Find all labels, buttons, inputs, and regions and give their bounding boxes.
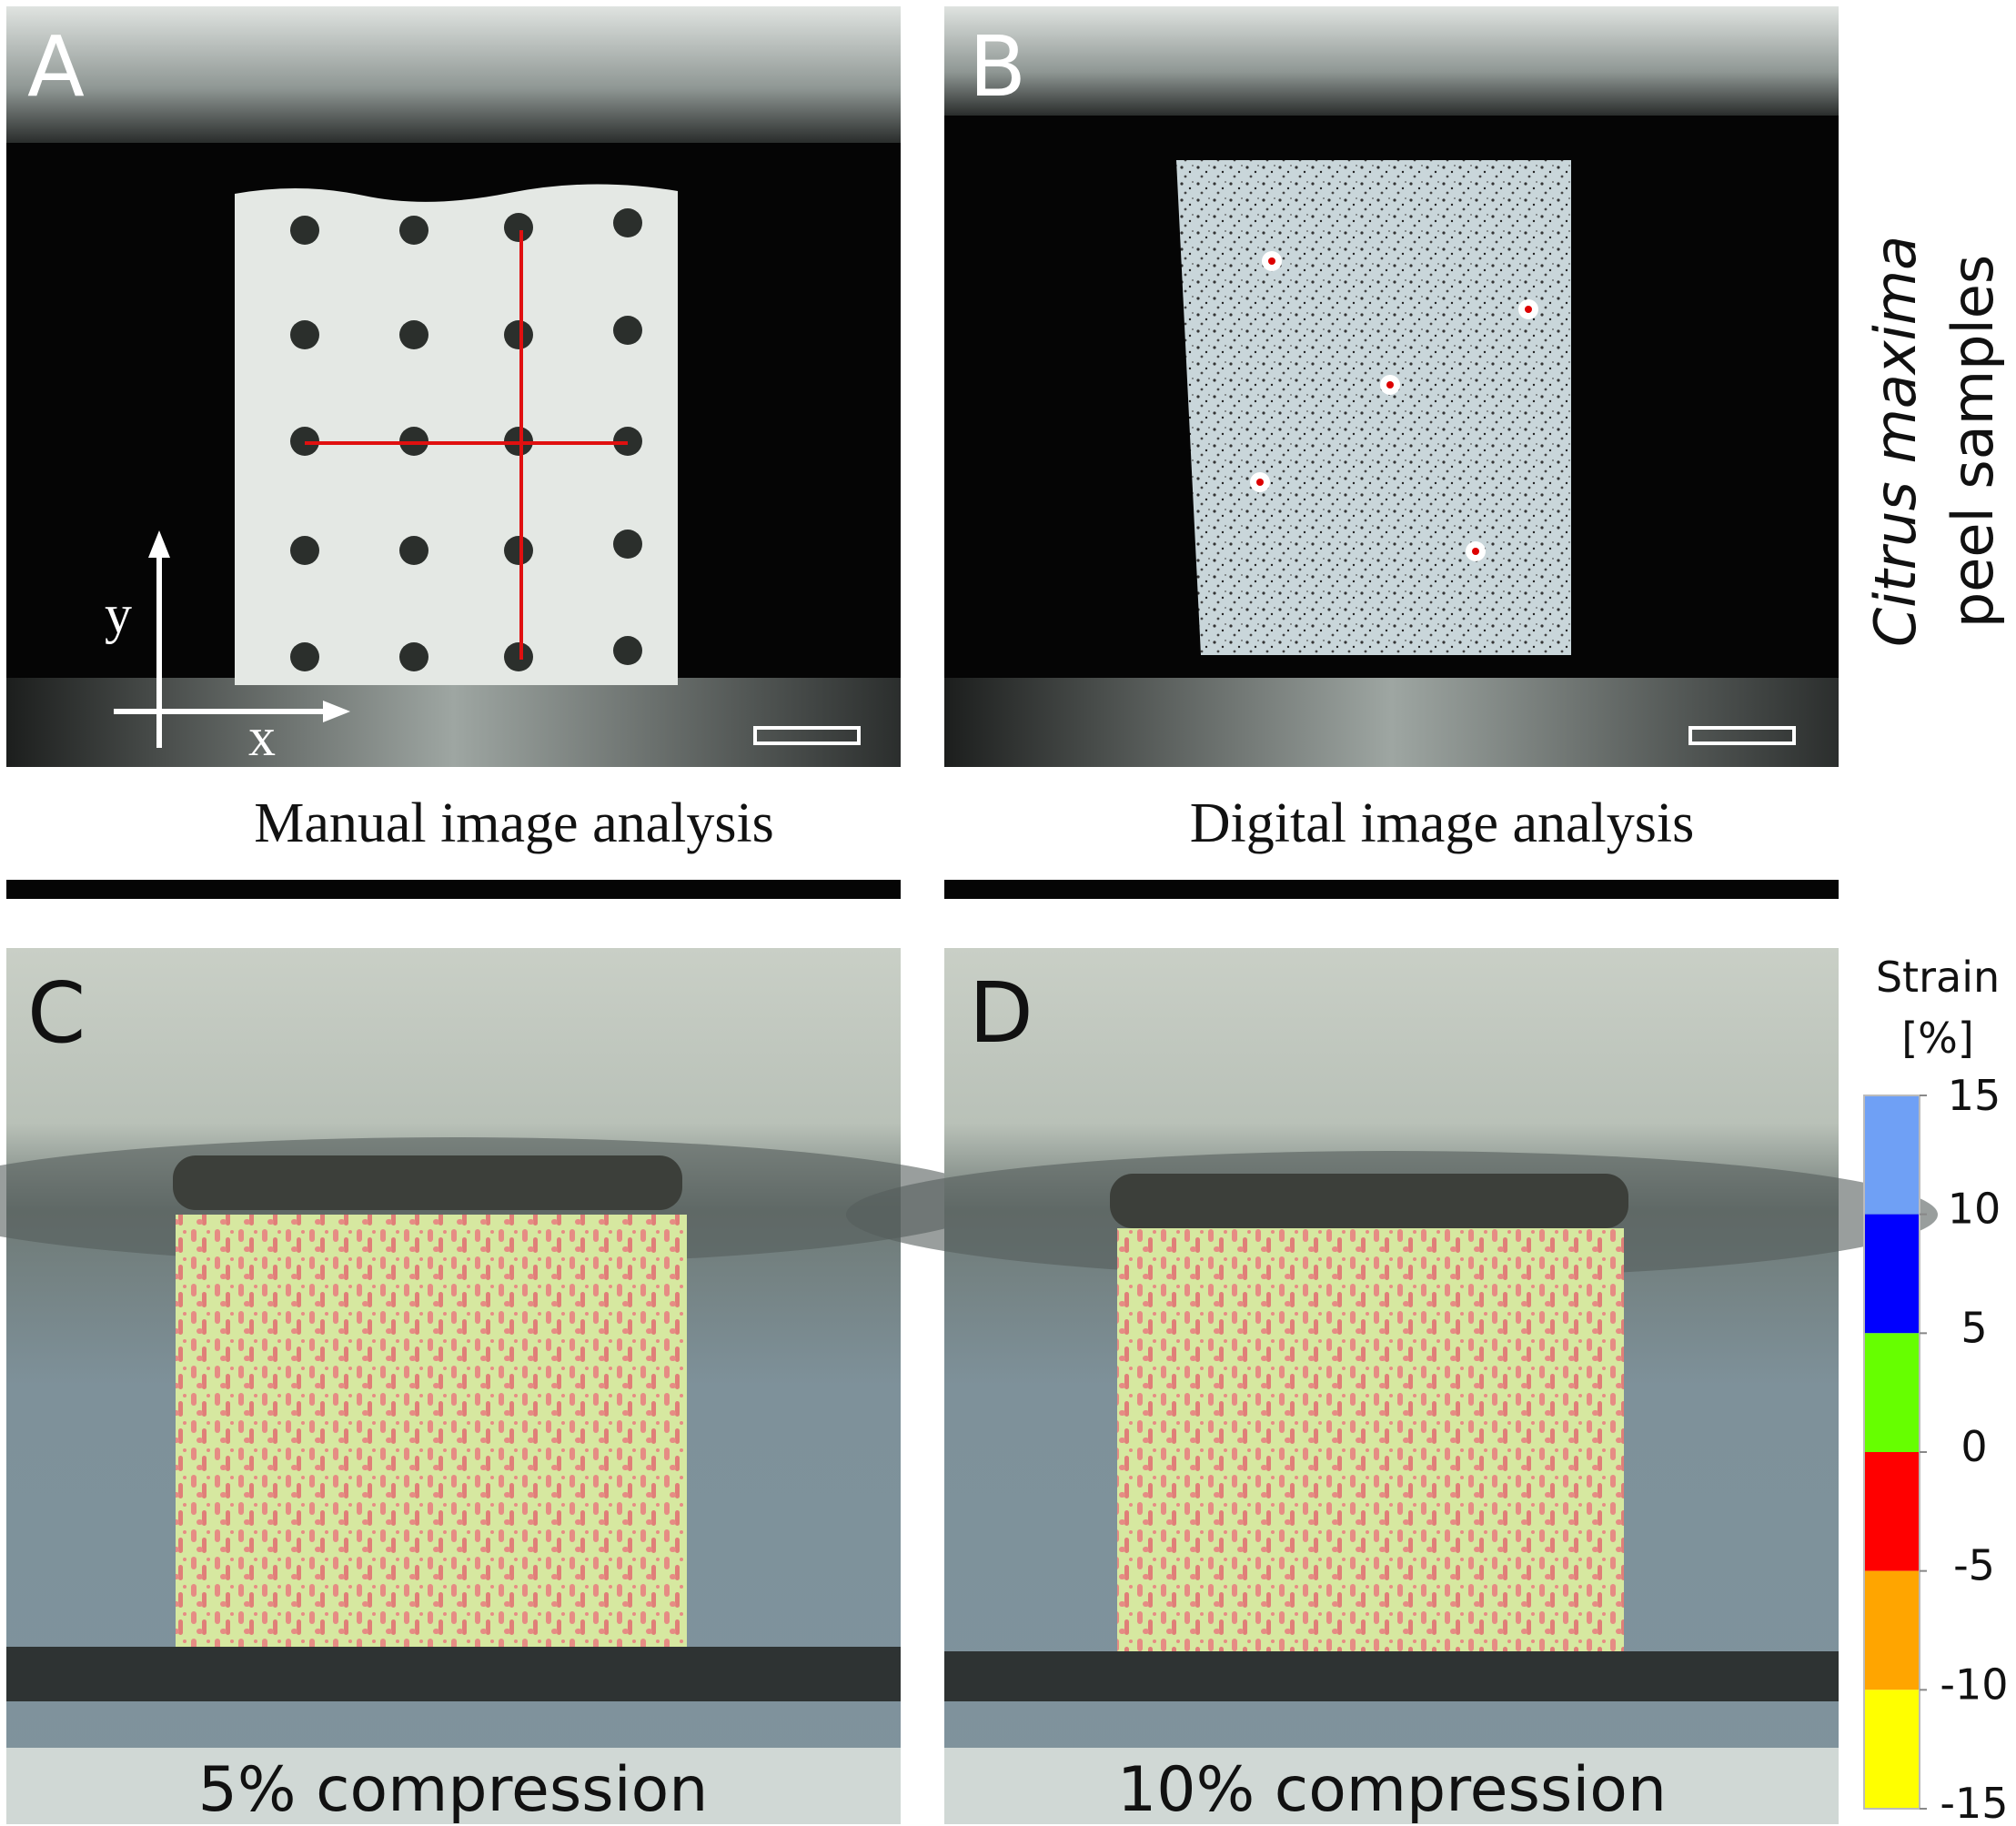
sample bbox=[235, 184, 678, 685]
plate bbox=[944, 6, 1839, 116]
plate bbox=[1110, 1174, 1628, 1228]
caption: Manual image analysis bbox=[254, 792, 774, 854]
colorbar: Strain [%] 15 10 5 0 -5 -10 -15 bbox=[1863, 953, 2009, 1826]
side-label: Citrus maxima bbox=[1862, 236, 1929, 647]
tracking-points bbox=[1250, 251, 1538, 561]
colorbar-tick-label: 10 bbox=[1948, 1185, 2001, 1234]
colorbar-segment bbox=[1864, 1452, 1920, 1571]
caption-box bbox=[6, 1748, 901, 1824]
panel-a: y x Manual image analysis A bbox=[6, 6, 901, 899]
sample bbox=[1176, 160, 1571, 655]
plate bbox=[944, 678, 1839, 767]
caption-box bbox=[6, 767, 901, 880]
colorbar-tick-label: -10 bbox=[1940, 1660, 2008, 1709]
panel-letter: B bbox=[969, 18, 1026, 116]
colorbar-unit: [%] bbox=[1901, 1014, 1974, 1063]
species: Citrus maxima bbox=[1862, 236, 1929, 647]
colorbar-tick-label: -15 bbox=[1940, 1779, 2008, 1826]
axis-label: y bbox=[105, 584, 132, 644]
panel-b: Digital image analysis B bbox=[944, 6, 1839, 899]
panel-letter: A bbox=[27, 18, 85, 116]
colorbar-tick-label: 5 bbox=[1961, 1303, 1987, 1352]
panel-letter: C bbox=[27, 964, 86, 1062]
colorbar-segment bbox=[1864, 1333, 1920, 1452]
plate bbox=[173, 1155, 682, 1210]
panel-letter: D bbox=[969, 964, 1033, 1062]
caption: 5% compression bbox=[198, 1754, 709, 1826]
colorbar-segment bbox=[1864, 1690, 1920, 1809]
colorbar-title: Strain bbox=[1876, 953, 2000, 1002]
plate bbox=[6, 678, 901, 767]
dot-grid bbox=[290, 208, 642, 671]
caption-box bbox=[944, 1748, 1839, 1824]
axis-label: x bbox=[248, 707, 276, 767]
panel-c: 5% compression C bbox=[0, 948, 999, 1826]
scale-bar bbox=[753, 726, 861, 745]
caption-box bbox=[944, 767, 1839, 880]
side-label: peel samples bbox=[1940, 255, 2006, 628]
colorbar-tick-label: 15 bbox=[1948, 1071, 2001, 1120]
sample bbox=[1117, 1228, 1624, 1670]
colorbar-tick-label: 0 bbox=[1961, 1422, 1987, 1471]
colorbar-tick-label: -5 bbox=[1953, 1541, 1995, 1590]
caption: Digital image analysis bbox=[1190, 792, 1694, 854]
sample bbox=[176, 1215, 687, 1665]
plate bbox=[6, 6, 901, 143]
plate bbox=[6, 1647, 901, 1701]
panel-d: 10% compression D bbox=[846, 948, 1938, 1826]
scale-bar bbox=[1688, 726, 1796, 745]
colorbar-segment bbox=[1864, 1570, 1920, 1690]
axes-arrows bbox=[114, 530, 350, 748]
plate bbox=[944, 1651, 1839, 1701]
caption: 10% compression bbox=[1117, 1754, 1667, 1826]
colorbar-segment bbox=[1864, 1214, 1920, 1334]
colorbar-segment bbox=[1864, 1095, 1920, 1215]
